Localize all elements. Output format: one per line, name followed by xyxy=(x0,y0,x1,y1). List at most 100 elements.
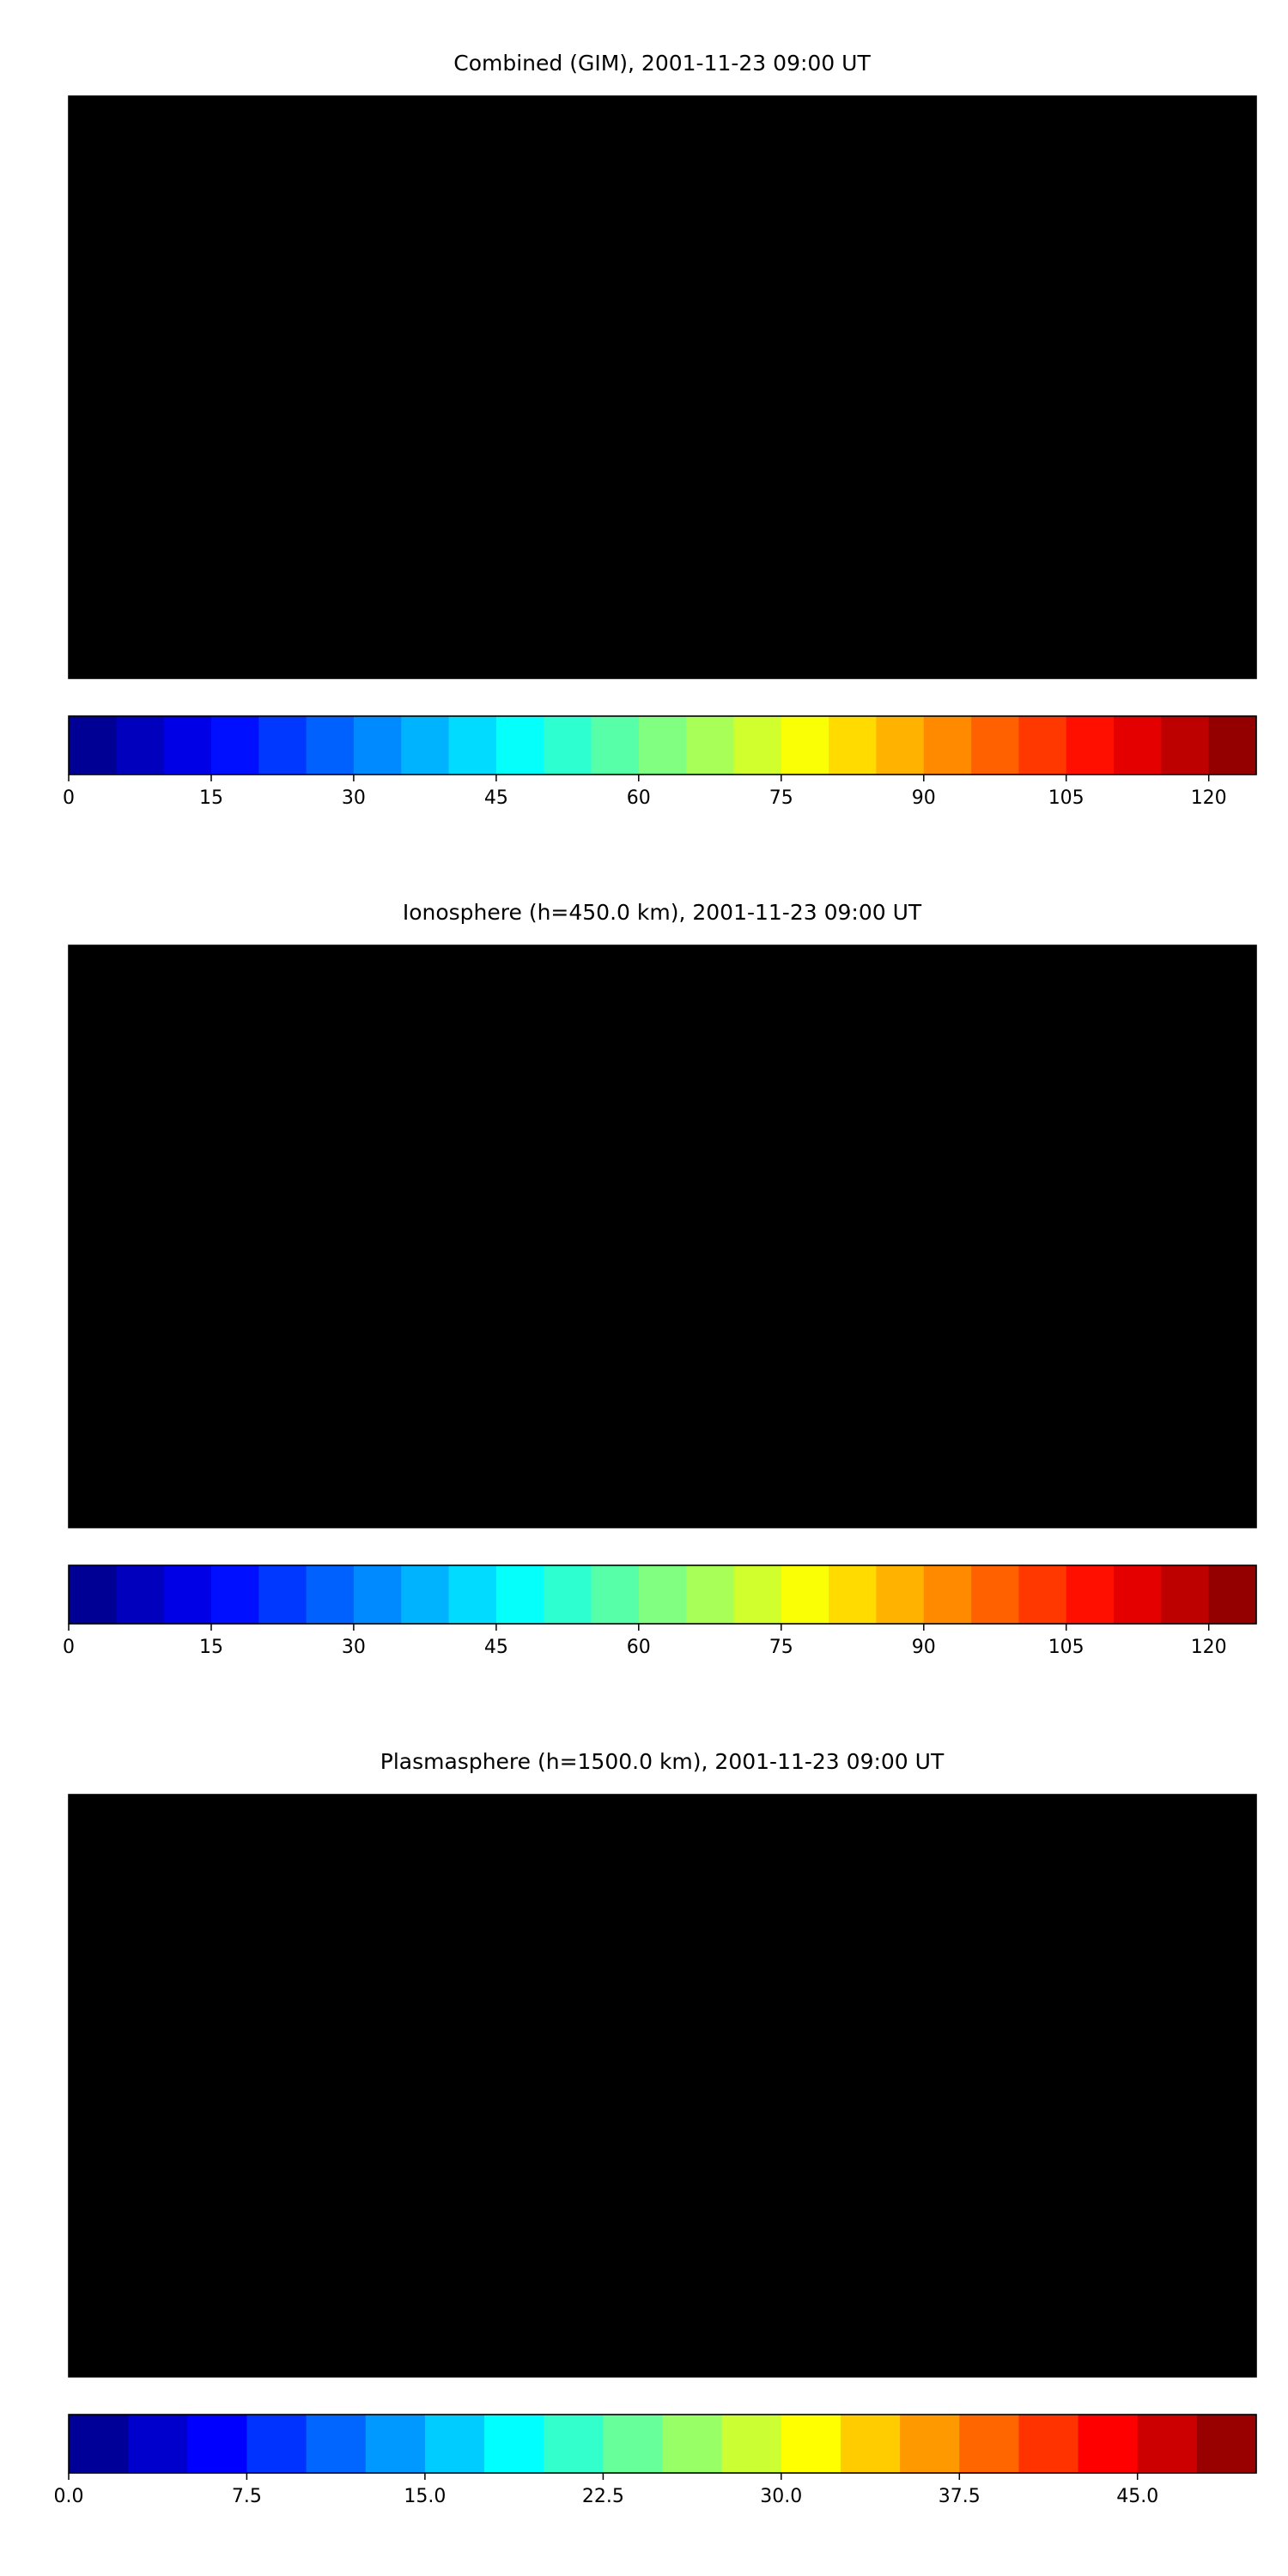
coastline-path xyxy=(81,957,1244,1510)
colorbar-tick-label: 15 xyxy=(199,1637,223,1658)
colorbar-segment xyxy=(662,2415,723,2473)
colorbar-segment xyxy=(258,1565,307,1624)
colorbar-segment xyxy=(971,1565,1019,1624)
colorbar-segment xyxy=(923,716,972,775)
colorbar-tick-label: 22.5 xyxy=(582,2486,624,2507)
coastlines xyxy=(81,108,1244,661)
colorbar-segment xyxy=(495,1565,544,1624)
colorbar-segment xyxy=(258,716,307,775)
colorbar-segment xyxy=(544,1565,592,1624)
colorbar-segment xyxy=(781,716,829,775)
colorbar-tick-label: 45.0 xyxy=(1116,2486,1158,2507)
colorbar-segment xyxy=(544,2415,604,2473)
colorbar-tick-label: 0 xyxy=(63,787,75,809)
colorbar-segment xyxy=(1066,716,1115,775)
colorbar-segment xyxy=(638,716,687,775)
colorbar-segment xyxy=(686,1565,735,1624)
colorbar-tick-label: 75 xyxy=(769,787,793,809)
colorbar-segment xyxy=(187,2415,248,2473)
colorbar: 0 15 30 45 60 75 90 105 120 xyxy=(63,715,1257,809)
map-frame xyxy=(68,1794,1257,2378)
colorbar-segment xyxy=(733,1565,782,1624)
colorbar-tick-label: 30 xyxy=(342,1637,366,1658)
colorbar-segment xyxy=(495,716,544,775)
colorbar-segment xyxy=(876,716,925,775)
colorbar-segment xyxy=(781,1565,829,1624)
colorbar-tick-label: 120 xyxy=(1191,787,1227,809)
coastlines xyxy=(81,957,1244,1510)
colorbar-segment xyxy=(1114,1565,1162,1624)
colorbar-segment xyxy=(1078,2415,1139,2473)
colorbar-segment xyxy=(781,2415,841,2473)
colorbar-segment xyxy=(1137,2415,1198,2473)
colorbar-segment xyxy=(353,1565,402,1624)
colorbar-segment xyxy=(1114,716,1162,775)
colorbar-segment xyxy=(900,2415,960,2473)
colorbar-segment xyxy=(448,1565,497,1624)
colorbar-tick-label: 15.0 xyxy=(404,2486,446,2507)
colorbar-segment xyxy=(1066,1565,1115,1624)
colorbar-segment xyxy=(1208,716,1257,775)
colorbar-segment xyxy=(721,2415,782,2473)
colorbar-segment xyxy=(424,2415,485,2473)
colorbar-segment xyxy=(210,1565,259,1624)
chart-title: Ionosphere (h=450.0 km), 2001-11-23 09:0… xyxy=(403,900,922,925)
colorbar-segment xyxy=(116,716,165,775)
colorbar-segment xyxy=(1018,2415,1079,2473)
coastline-path xyxy=(81,108,1244,661)
colorbar-segment xyxy=(246,2415,307,2473)
colorbar-segment xyxy=(69,2415,129,2473)
colorbar-segment xyxy=(923,1565,972,1624)
colorbar-segment xyxy=(1161,1565,1210,1624)
colorbar-tick-label: 105 xyxy=(1048,1637,1084,1658)
colorbar-frame xyxy=(68,715,1257,775)
colorbar-segment xyxy=(401,716,450,775)
colorbar-segment xyxy=(591,1565,640,1624)
map-frame xyxy=(68,95,1257,679)
colorbar-segment xyxy=(971,716,1019,775)
colorbar-tick-label: 105 xyxy=(1048,787,1084,809)
colorbar-segment xyxy=(1196,2415,1257,2473)
colorbar: 0.0 7.5 15.0 22.5 30.0 37.5 45.0 xyxy=(54,2414,1257,2507)
colorbar-tick-label: 45 xyxy=(484,1637,508,1658)
colorbar-segment xyxy=(603,2415,664,2473)
colorbar-segment xyxy=(638,1565,687,1624)
coastlines xyxy=(81,1807,1244,2360)
colorbar-segment xyxy=(306,716,355,775)
colorbar-segment xyxy=(1208,1565,1257,1624)
colorbar-segment xyxy=(1161,716,1210,775)
chart-title: Plasmasphere (h=1500.0 km), 2001-11-23 0… xyxy=(380,1749,945,1774)
colorbar-segment xyxy=(365,2415,426,2473)
colorbar-segment xyxy=(484,2415,544,2473)
colorbar-tick-label: 30 xyxy=(342,787,366,809)
colorbar-segment xyxy=(116,1565,165,1624)
colorbar-frame xyxy=(68,2414,1257,2474)
map-frame xyxy=(68,945,1257,1528)
colorbar-tick-label: 15 xyxy=(199,787,223,809)
colorbar-tick-label: 60 xyxy=(627,787,651,809)
colorbar-segment xyxy=(1018,716,1067,775)
colorbar-tick-label: 120 xyxy=(1191,1637,1227,1658)
panel-combined: Combined (GIM), 2001-11-23 09:00 UT 0 15 3… xyxy=(63,51,1257,809)
colorbar-tick-label: 90 xyxy=(912,1637,936,1658)
coastline-path xyxy=(81,1807,1244,2360)
colorbar-tick-label: 0.0 xyxy=(54,2486,84,2507)
colorbar-segment xyxy=(128,2415,188,2473)
colorbar-segment xyxy=(353,716,402,775)
colorbar-segment xyxy=(163,1565,212,1624)
colorbar-segment xyxy=(959,2415,1019,2473)
colorbar-segment xyxy=(591,716,640,775)
colorbar-frame xyxy=(68,1564,1257,1625)
colorbar-segment xyxy=(448,716,497,775)
colorbar-tick-label: 75 xyxy=(769,1637,793,1658)
colorbar-segment xyxy=(686,716,735,775)
colorbar-segment xyxy=(69,1565,117,1624)
colorbar-segment xyxy=(544,716,592,775)
colorbar-tick-label: 37.5 xyxy=(939,2486,981,2507)
colorbar-segment xyxy=(69,716,117,775)
panel-plasmasphere: Plasmasphere (h=1500.0 km), 2001-11-23 0… xyxy=(54,1749,1257,2507)
colorbar-tick-label: 45 xyxy=(484,787,508,809)
colorbar-tick-label: 90 xyxy=(912,787,936,809)
colorbar-tick-label: 0 xyxy=(63,1637,75,1658)
